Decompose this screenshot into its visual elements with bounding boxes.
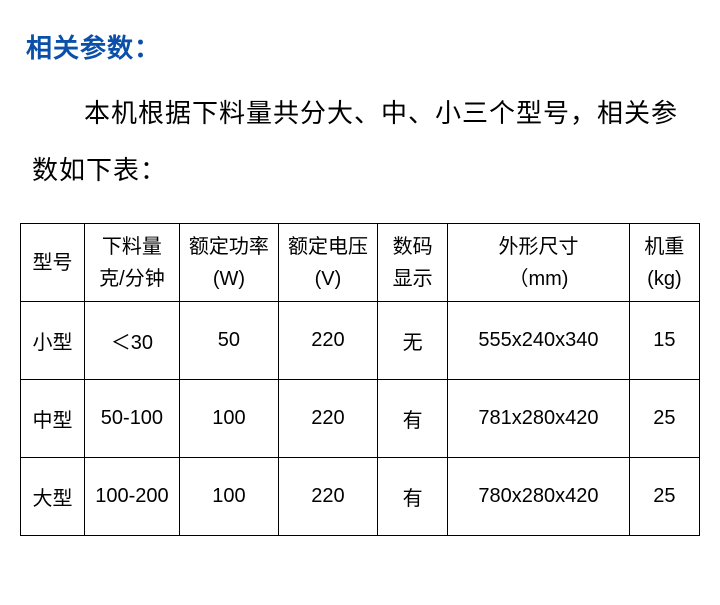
header-model-l1: 型号 <box>32 252 72 274</box>
header-feed-l2: 克/分钟 <box>99 268 165 290</box>
cell-weight: 25 <box>629 458 699 536</box>
cell-voltage: 220 <box>278 380 377 458</box>
header-power-l2: (W) <box>213 268 245 290</box>
cell-model: 大型 <box>21 458 85 536</box>
cell-power: 50 <box>179 302 278 380</box>
header-dimensions: 外形尺寸 （mm) <box>448 224 630 302</box>
cell-weight: 15 <box>629 302 699 380</box>
header-feed-l1: 下料量 <box>102 236 162 258</box>
header-display: 数码 显示 <box>378 224 448 302</box>
cell-feed: 50-100 <box>84 380 179 458</box>
table-row: 大型 100-200 100 220 有 780x280x420 25 <box>21 458 700 536</box>
document-root: 相关参数： 本机根据下料量共分大、中、小三个型号，相关参数如下表： 型号 下料量… <box>0 0 720 556</box>
cell-display: 有 <box>378 458 448 536</box>
cell-feed: 100-200 <box>84 458 179 536</box>
header-model: 型号 <box>21 224 85 302</box>
header-voltage-l2: (V) <box>315 268 342 290</box>
cell-power: 100 <box>179 458 278 536</box>
header-feed: 下料量 克/分钟 <box>84 224 179 302</box>
cell-power: 100 <box>179 380 278 458</box>
section-heading: 相关参数： <box>26 28 700 65</box>
table-header-row: 型号 下料量 克/分钟 额定功率 (W) 额定电压 (V) 数码 显示 <box>21 224 700 302</box>
cell-voltage: 220 <box>278 302 377 380</box>
header-voltage-l1: 额定电压 <box>288 236 368 258</box>
header-weight-l2: (kg) <box>647 268 681 290</box>
cell-model: 中型 <box>21 380 85 458</box>
cell-weight: 25 <box>629 380 699 458</box>
cell-feed: ＜30 <box>84 302 179 380</box>
header-display-l2: 显示 <box>393 268 433 290</box>
cell-display: 有 <box>378 380 448 458</box>
cell-dimensions: 555x240x340 <box>448 302 630 380</box>
header-power-l1: 额定功率 <box>189 236 269 258</box>
cell-dimensions: 781x280x420 <box>448 380 630 458</box>
header-dimensions-l1: 外形尺寸 <box>498 236 578 258</box>
table-row: 中型 50-100 100 220 有 781x280x420 25 <box>21 380 700 458</box>
cell-dimensions: 780x280x420 <box>448 458 630 536</box>
header-dimensions-l2: （mm) <box>508 268 568 290</box>
cell-display: 无 <box>378 302 448 380</box>
header-weight-l1: 机重 <box>644 236 684 258</box>
cell-model: 小型 <box>21 302 85 380</box>
header-power: 额定功率 (W) <box>179 224 278 302</box>
header-display-l1: 数码 <box>393 236 433 258</box>
cell-voltage: 220 <box>278 458 377 536</box>
spec-table: 型号 下料量 克/分钟 额定功率 (W) 额定电压 (V) 数码 显示 <box>20 223 700 536</box>
intro-paragraph: 本机根据下料量共分大、中、小三个型号，相关参数如下表： <box>32 85 688 199</box>
table-row: 小型 ＜30 50 220 无 555x240x340 15 <box>21 302 700 380</box>
header-voltage: 额定电压 (V) <box>278 224 377 302</box>
header-weight: 机重 (kg) <box>629 224 699 302</box>
